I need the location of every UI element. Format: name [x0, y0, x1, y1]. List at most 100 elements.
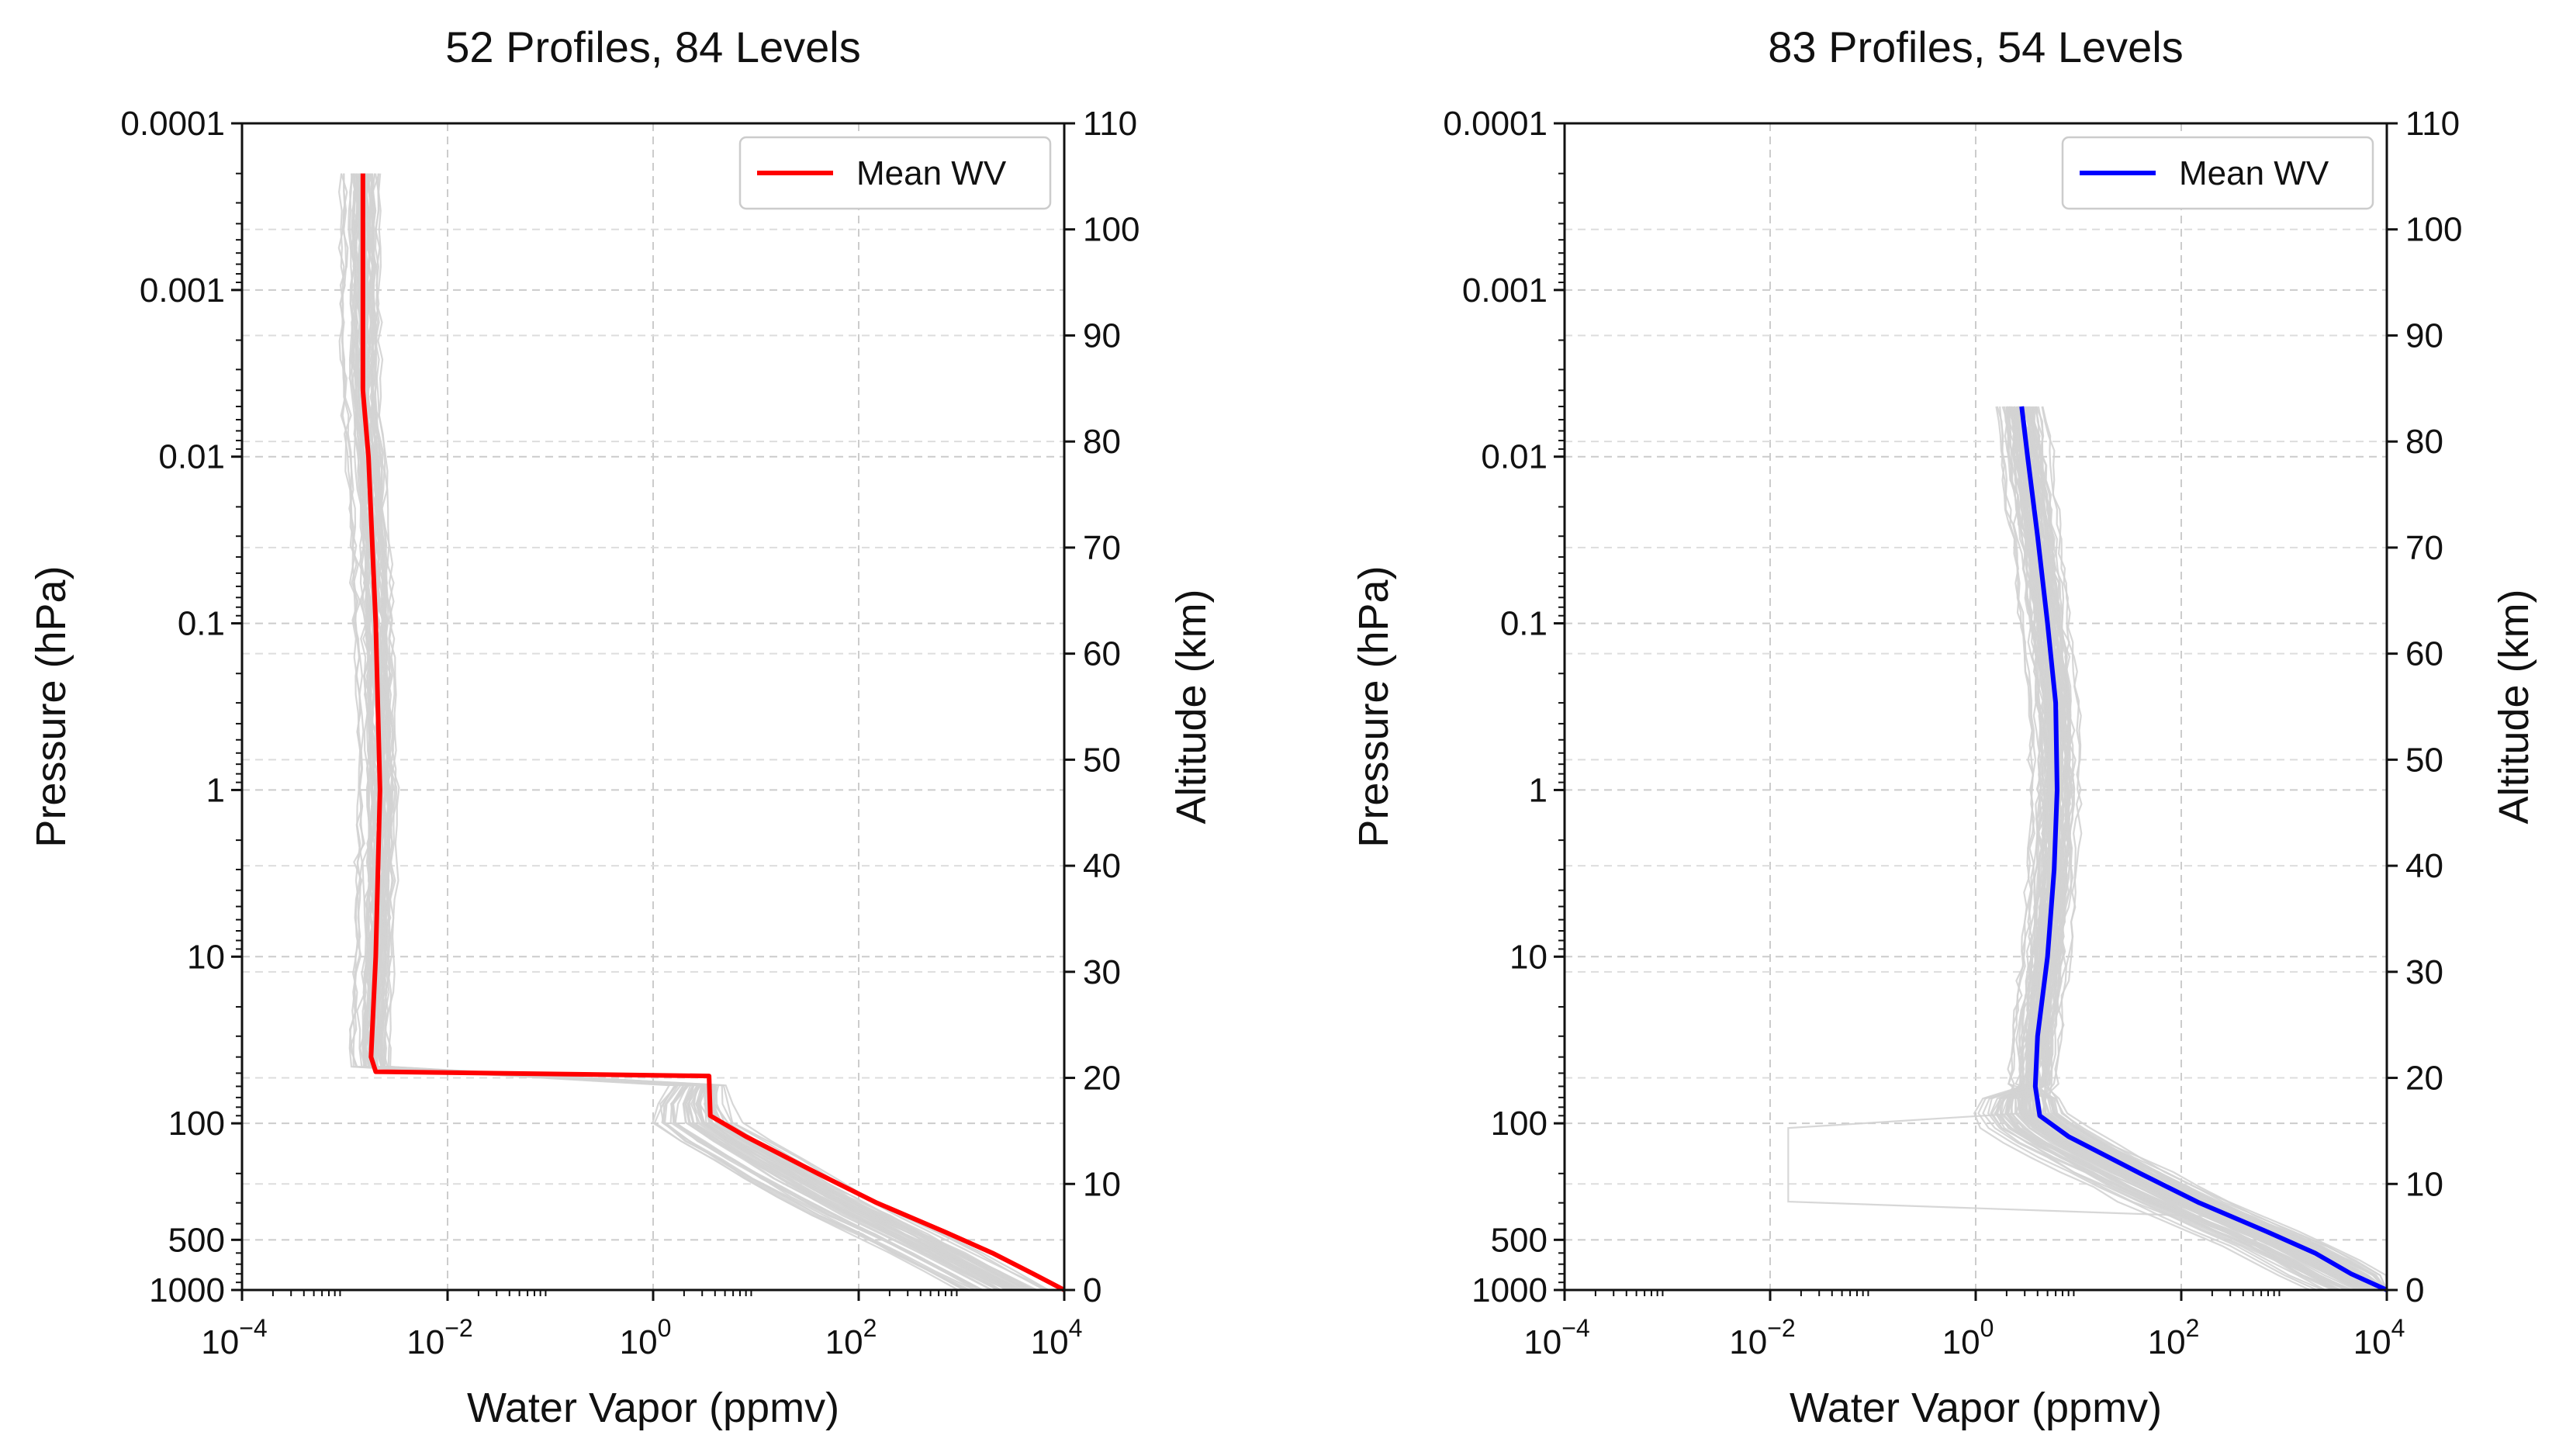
profile-line [353, 173, 983, 1291]
y-tick-label: 0.01 [1481, 438, 1548, 476]
y-tick-label: 1000 [1471, 1271, 1548, 1309]
y-tick-label: 100 [1491, 1105, 1548, 1143]
profile-line [368, 173, 967, 1291]
y-tick-label: 1000 [149, 1271, 225, 1309]
y2-tick-label: 60 [2405, 635, 2443, 673]
profile-line [358, 173, 1001, 1291]
profile-line [337, 173, 1008, 1291]
y2-tick-label: 100 [1083, 211, 1139, 249]
y2-tick-label: 70 [1083, 529, 1121, 567]
y-tick-label: 100 [168, 1105, 225, 1143]
y2-tick-label: 0 [1083, 1271, 1101, 1309]
profile-line [358, 173, 999, 1291]
profile-line [337, 173, 959, 1291]
x-tick-label: 104 [1031, 1314, 1083, 1361]
y2-tick-label: 0 [2405, 1271, 2424, 1309]
y-axis-left: 0.0001 0.001 0.01 0.1 1 10 100 500 1000 [1443, 105, 1565, 1309]
y2-tick-label: 110 [1083, 105, 1137, 143]
profile-line [375, 173, 1038, 1291]
x-axis: 10−4 10−2 100 102 104 [201, 1290, 1082, 1361]
profile-line [351, 173, 1010, 1291]
y-axis-right: 0 10 20 30 40 50 60 70 80 90 100 110 [1064, 105, 1139, 1309]
y2-tick-label: 10 [1083, 1165, 1121, 1203]
profile-envelope [1787, 406, 2388, 1292]
y-tick-label: 0.1 [178, 605, 225, 643]
y-tick-label: 0.001 [140, 271, 225, 310]
profile-line [2031, 406, 2388, 1291]
legend-label: Mean WV [2179, 154, 2329, 192]
x-axis-label: Water Vapor (ppmv) [467, 1385, 839, 1431]
y2-tick-label: 20 [2405, 1060, 2443, 1098]
profile-line [339, 173, 1015, 1291]
profile-line [1982, 406, 2324, 1292]
y2-tick-label: 30 [2405, 953, 2443, 991]
mean-wv-line [360, 173, 1066, 1292]
profile-line [353, 173, 1001, 1291]
chart-title: 52 Profiles, 84 Levels [445, 22, 860, 71]
x-tick-label: 10−2 [1729, 1314, 1795, 1361]
mean-profile [360, 173, 1066, 1292]
profile-line [365, 173, 992, 1291]
y-tick-label: 0.01 [158, 438, 225, 476]
profile-line [349, 173, 1034, 1291]
profile-line [1996, 406, 2337, 1291]
profile-line [363, 173, 981, 1291]
y2-tick-label: 50 [2405, 741, 2443, 779]
profile-line [366, 173, 982, 1291]
legend-label: Mean WV [856, 154, 1007, 192]
profile-line [357, 173, 1008, 1291]
profile-line [1996, 406, 2388, 1291]
mean-profile [2019, 406, 2388, 1292]
y2-axis-label: Altitude (km) [2491, 589, 2537, 824]
y-tick-label: 500 [168, 1221, 225, 1259]
x-axis: 10−4 10−2 100 102 104 [1523, 1290, 2405, 1361]
x-tick-label: 10−4 [201, 1314, 267, 1361]
y2-tick-label: 20 [1083, 1060, 1121, 1098]
legend: Mean WV [738, 136, 1052, 210]
y-tick-label: 1 [206, 771, 225, 809]
profile-line [360, 173, 1001, 1291]
x-tick-label: 10−4 [1523, 1314, 1589, 1361]
y2-tick-label: 100 [2405, 211, 2462, 249]
y2-tick-label: 30 [1083, 953, 1121, 991]
x-tick-label: 102 [825, 1314, 877, 1361]
chart-panel-1: 10−4 10−2 100 102 1040.00010.0010.010.111010… [28, 22, 1215, 1431]
y2-tick-label: 60 [1083, 635, 1121, 673]
y2-tick-label: 40 [2405, 847, 2443, 885]
y2-tick-label: 80 [1083, 423, 1121, 461]
y-tick-label: 1 [1529, 771, 1548, 809]
y2-tick-label: 90 [1083, 316, 1121, 354]
profile-envelope [337, 173, 1050, 1291]
y-tick-label: 10 [187, 938, 225, 976]
x-tick-label: 102 [2148, 1314, 2200, 1361]
y-tick-label: 0.0001 [1443, 105, 1548, 143]
mean-wv-line [2019, 406, 2388, 1292]
profile-line [354, 173, 968, 1291]
y-tick-label: 0.0001 [120, 105, 225, 143]
legend: Mean WV [2061, 136, 2374, 210]
y-tick-label: 0.001 [1462, 271, 1548, 310]
profile-line [373, 173, 981, 1291]
y2-axis-label: Altitude (km) [1168, 589, 1215, 824]
profile-line [361, 173, 1001, 1291]
y2-tick-label: 10 [2405, 1165, 2443, 1203]
profile-line [361, 173, 1001, 1291]
y-tick-label: 500 [1491, 1221, 1548, 1259]
profile-line [370, 173, 1013, 1291]
x-tick-label: 10−2 [406, 1314, 472, 1361]
profile-line [1990, 406, 2336, 1292]
y-axis-right: 0 10 20 30 40 50 60 70 80 90 100 110 [2387, 105, 2462, 1309]
x-tick-label: 100 [1942, 1314, 1994, 1361]
chart-panel-2: 10−4 10−2 100 102 1040.00010.0010.010.111010… [1350, 22, 2537, 1431]
y-tick-label: 0.1 [1500, 605, 1548, 643]
y-axis-label: Pressure (hPa) [1350, 565, 1397, 847]
y-axis-left: 0.0001 0.001 0.01 0.1 1 10 100 500 1000 [120, 105, 242, 1309]
y-axis-label: Pressure (hPa) [28, 565, 74, 847]
y2-tick-label: 70 [2405, 529, 2443, 567]
x-axis-label: Water Vapor (ppmv) [1790, 1385, 2162, 1431]
y2-tick-label: 40 [1083, 847, 1121, 885]
y2-tick-label: 90 [2405, 316, 2443, 354]
profile-line [2010, 406, 2357, 1291]
y2-tick-label: 50 [1083, 741, 1121, 779]
